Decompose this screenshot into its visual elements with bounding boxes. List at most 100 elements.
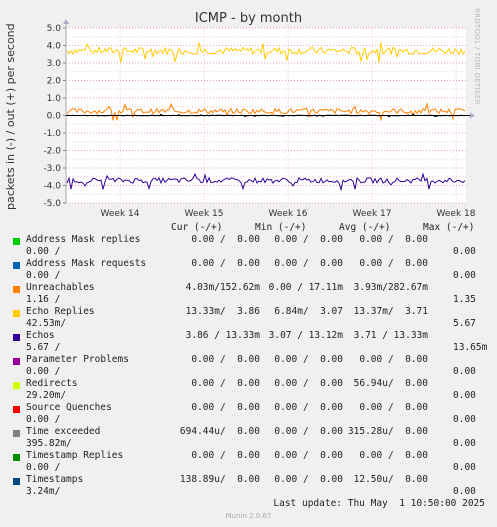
y-tick-label: 4.0 [47, 42, 62, 52]
legend-cur-value: 3.86 / 13.33m [185, 330, 260, 341]
y-tick-label: -3.0 [43, 164, 61, 174]
legend-swatch [13, 454, 20, 461]
legend-row: Timestamp Replies 0.00 / 0.00 0.00 / 0.00 0… [0, 450, 497, 474]
legend-max-out-value: 0.00 [453, 390, 476, 401]
x-tick-label: Week 16 [269, 209, 308, 219]
legend-series-name: Address Mask requests [26, 258, 147, 269]
series-line-time-exceeded [66, 113, 466, 118]
legend-max-in-value: 29.20m/ [26, 390, 67, 401]
legend-row: Timestamps 138.89u/ 0.00 0.00 / 0.00 12.50u… [0, 474, 497, 498]
legend-swatch [13, 478, 20, 485]
legend-min-value: 0.00 / 0.00 [274, 234, 343, 245]
legend-avg-value: 56.94u/ 0.00 [353, 378, 428, 389]
legend-swatch [13, 262, 20, 269]
legend-avg-value: 0.00 / 0.00 [359, 402, 428, 413]
legend-max-out-value: 1.35 [453, 294, 476, 305]
legend-cur-value: 0.00 / 0.00 [191, 234, 260, 245]
legend-row: Source Quenches 0.00 / 0.00 0.00 / 0.00 0.0… [0, 402, 497, 426]
legend-max-in-value: 0.00 / [26, 246, 61, 257]
legend-max-in-value: 5.67 / [26, 342, 61, 353]
legend-avg-value: 3.93m/282.67m [353, 282, 428, 293]
legend-row: Address Mask replies 0.00 / 0.00 0.00 / 0.… [0, 234, 497, 258]
legend-max-out-value: 0.00 [453, 438, 476, 449]
legend-row: Time exceeded 694.44u/ 0.00 0.00 / 0.00 315… [0, 426, 497, 450]
legend-cur-value: 13.33m/ 3.86 [185, 306, 260, 317]
legend-row: Redirects 0.00 / 0.00 0.00 / 0.00 56.94u/ 0… [0, 378, 497, 402]
legend-swatch [13, 310, 20, 317]
y-tick-label: 3.0 [47, 59, 62, 69]
legend-header-min: Min (-/+) [255, 222, 307, 233]
legend-max-in-value: 0.00 / [26, 462, 61, 473]
legend-row: Echos 3.86 / 13.33m 3.07 / 13.12m 3.71 / 13… [0, 330, 497, 354]
y-tick-label: 2.0 [47, 77, 62, 87]
legend-max-in-value: 42.53m/ [26, 318, 67, 329]
legend-row: Echo Replies 13.33m/ 3.86 6.84m/ 3.07 13.37… [0, 306, 497, 330]
y-tick-label: 0.0 [47, 112, 62, 122]
legend-max-in-value: 1.16 / [26, 294, 61, 305]
y-tick-label: -4.0 [43, 182, 61, 192]
series-line-echo-replies [66, 42, 466, 63]
legend-cur-value: 4.03m/152.62m [185, 282, 260, 293]
legend-avg-value: 13.37m/ 3.71 [353, 306, 428, 317]
legend-header-max: Max (-/+) [423, 222, 475, 233]
legend-series-name: Echo Replies [26, 306, 95, 317]
legend-min-value: 3.07 / 13.12m [268, 330, 343, 341]
legend-cur-value: 0.00 / 0.00 [191, 378, 260, 389]
legend-max-out-value: 0.00 [453, 366, 476, 377]
x-tick-label: Week 17 [353, 209, 392, 219]
legend-avg-value: 12.50u/ 0.00 [353, 474, 428, 485]
legend-min-value: 0.00 / 0.00 [274, 426, 343, 437]
legend-cur-value: 0.00 / 0.00 [191, 354, 260, 365]
legend-avg-value: 0.00 / 0.00 [359, 234, 428, 245]
chart-plot: 5.0 4.0 3.0 2.0 1.0 0.0 -1.0 -2.0 -3.0 -4.0 -5.0 We… [43, 19, 476, 219]
x-tick-label: Week 15 [185, 209, 224, 219]
x-axis-arrow [470, 112, 475, 119]
legend-swatch [13, 238, 20, 245]
legend-series-name: Address Mask replies [26, 234, 141, 245]
legend-min-value: 0.00 / 0.00 [274, 402, 343, 413]
legend-cur-value: 694.44u/ 0.00 [179, 426, 260, 437]
legend-avg-value: 0.00 / 0.00 [359, 450, 428, 461]
legend-row: Unreachables 4.03m/152.62m 0.00 / 17.11m 3.… [0, 282, 497, 306]
legend-max-out-value: 13.65m [453, 342, 488, 353]
legend-min-value: 0.00 / 17.11m [268, 282, 343, 293]
legend-avg-value: 0.00 / 0.00 [359, 258, 428, 269]
chart-title: ICMP - by month [194, 11, 303, 26]
legend-header-avg: Avg (-/+) [339, 222, 391, 233]
legend-cur-value: 0.00 / 0.00 [191, 450, 260, 461]
x-tick-label: Week 18 [437, 209, 476, 219]
legend-cur-value: 138.89u/ 0.00 [179, 474, 260, 485]
legend-series-name: Timestamps [26, 474, 84, 485]
legend-swatch [13, 382, 20, 389]
legend-swatch [13, 406, 20, 413]
legend-avg-value: 0.00 / 0.00 [359, 354, 428, 365]
y-tick-label: -5.0 [43, 199, 61, 209]
munin-version: Munin 2.0.67 [225, 512, 272, 520]
legend-max-out-value: 0.00 [453, 462, 476, 473]
legend-min-value: 0.00 / 0.00 [274, 450, 343, 461]
legend-swatch [13, 358, 20, 365]
legend-cur-value: 0.00 / 0.00 [191, 402, 260, 413]
y-tick-label: 5.0 [47, 24, 62, 34]
series-line-echos [66, 172, 466, 192]
legend-series-name: Time exceeded [26, 426, 101, 437]
legend-header-cur: Cur (-/+) [171, 222, 223, 233]
legend-series-name: Echos [26, 330, 55, 341]
legend-series-name: Redirects [26, 378, 78, 389]
legend-series-name: Source Quenches [26, 402, 112, 413]
legend-min-value: 6.84m/ 3.07 [274, 306, 343, 317]
legend-min-value: 0.00 / 0.00 [274, 474, 343, 485]
legend-max-out-value: 0.00 [453, 414, 476, 425]
legend-max-in-value: 395.82m/ [26, 438, 72, 449]
legend-series-name: Unreachables [26, 282, 95, 293]
y-tick-label: -1.0 [43, 129, 61, 139]
legend-max-out-value: 5.67 [453, 318, 476, 329]
last-update: Last update: Thu May 1 10:50:00 2025 [273, 498, 485, 509]
legend-max-in-value: 0.00 / [26, 270, 61, 281]
legend-max-in-value: 0.00 / [26, 414, 61, 425]
y-tick-label: 1.0 [47, 94, 62, 104]
legend-cur-value: 0.00 / 0.00 [191, 258, 260, 269]
legend-max-out-value: 0.00 [453, 270, 476, 281]
y-tick-label: -2.0 [43, 147, 61, 157]
legend-max-in-value: 0.00 / [26, 366, 61, 377]
